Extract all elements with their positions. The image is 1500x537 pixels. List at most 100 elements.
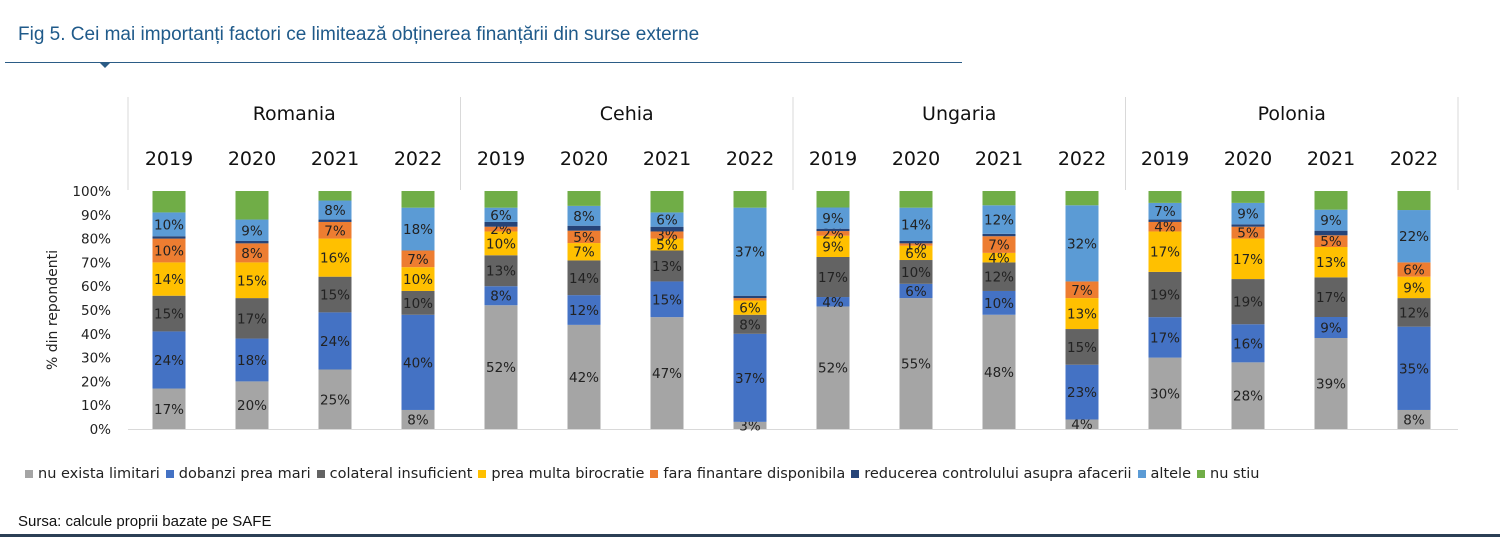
y-tick-label: 80%	[81, 232, 111, 248]
data-label: 15%	[652, 292, 682, 308]
bar-segment	[899, 191, 933, 208]
legend-label: nu exista limitari	[38, 466, 160, 482]
bar-segment	[235, 240, 269, 244]
legend-swatch	[851, 470, 860, 478]
data-label: 17%	[1233, 252, 1263, 268]
legend-label: colateral insuficient	[329, 466, 473, 482]
bar-segment	[484, 207, 518, 222]
bar-segment	[982, 290, 1016, 315]
year-label: 2020	[892, 148, 940, 170]
data-label: 28%	[1233, 389, 1263, 405]
legend-item: prea multa birocratie	[478, 466, 644, 482]
data-label: 8%	[1403, 412, 1425, 428]
bar-segment	[733, 295, 767, 299]
data-label: 10%	[403, 296, 433, 312]
bar-segment	[733, 421, 767, 429]
bar-segment	[567, 191, 601, 206]
data-label: 17%	[1150, 245, 1180, 261]
y-tick-label: 20%	[81, 374, 111, 390]
legend-label: fara finantare disponibila	[663, 466, 846, 482]
bar-segment	[235, 219, 269, 241]
bar-segment	[1148, 231, 1182, 272]
legend-label: prea multa birocratie	[491, 466, 645, 482]
bar-segment	[733, 300, 767, 315]
bar-segment	[1397, 409, 1431, 429]
bar-segment	[1065, 329, 1099, 365]
data-label: 9%	[1320, 213, 1342, 229]
bar-segment	[733, 314, 767, 334]
legend-label: dobanzi prea mari	[178, 466, 311, 482]
bar-segment	[1148, 221, 1182, 232]
legend-item: altele	[1137, 466, 1191, 482]
data-label: 14%	[154, 272, 184, 288]
bar-segment	[650, 238, 684, 251]
data-label: 4%	[1071, 417, 1093, 433]
bar-segment	[650, 191, 684, 213]
bar-segment	[1231, 191, 1265, 203]
data-label: 16%	[1233, 336, 1263, 352]
bar-segment	[1397, 326, 1431, 410]
bar-segment	[1231, 279, 1265, 325]
bar-segment	[1231, 226, 1265, 239]
data-label: 9%	[1403, 280, 1425, 296]
data-label: 17%	[818, 270, 848, 286]
legend-swatch	[1197, 470, 1206, 478]
legend-item: nu exista limitari	[25, 466, 160, 482]
year-label: 2021	[311, 148, 359, 170]
bar-segment	[733, 333, 767, 422]
data-label: 23%	[1067, 385, 1097, 401]
bar-segment	[816, 297, 850, 307]
bar-segment	[401, 290, 435, 315]
data-label: 7%	[573, 245, 595, 261]
data-label: 6%	[905, 246, 927, 262]
data-label: 6%	[1403, 263, 1425, 279]
bar-segment	[1065, 191, 1099, 206]
bar-segment	[1148, 317, 1182, 358]
group-label: Romania	[253, 103, 336, 125]
bar-segment	[235, 243, 269, 263]
bar-segment	[816, 235, 850, 257]
bar-segment	[318, 276, 352, 313]
bar-segment	[1314, 209, 1348, 231]
bar-segment	[401, 250, 435, 268]
bar-segment	[235, 381, 269, 429]
data-label: 17%	[1316, 290, 1346, 306]
group-label: Ungaria	[922, 103, 996, 125]
bar-segment	[1397, 262, 1431, 277]
bar-segment	[899, 298, 933, 429]
data-label: 8%	[324, 203, 346, 219]
data-label: 30%	[1150, 386, 1180, 402]
data-label: 9%	[1320, 321, 1342, 337]
legend-swatch	[165, 470, 174, 478]
data-label: 3%	[656, 228, 678, 244]
data-label: 24%	[320, 334, 350, 350]
bar-segment	[567, 225, 601, 231]
bar-segment	[1231, 202, 1265, 225]
data-label: 9%	[822, 211, 844, 227]
bar-segment	[982, 252, 1016, 263]
bar-segment	[1314, 235, 1348, 247]
data-label: 10%	[154, 217, 184, 233]
bar-segment	[899, 243, 933, 246]
bar-segment	[318, 191, 352, 201]
bar-segment	[1397, 210, 1431, 263]
bar-segment	[1148, 271, 1182, 318]
source-note: Sursa: calcule proprii bazate pe SAFE	[18, 513, 272, 530]
bar-segment	[318, 369, 352, 429]
bar-segment	[816, 191, 850, 208]
bar-segment	[1314, 230, 1348, 236]
data-label: 7%	[324, 223, 346, 239]
data-label: 13%	[1316, 255, 1346, 271]
data-label: 40%	[403, 355, 433, 371]
data-label: 5%	[573, 230, 595, 246]
bar-segment	[401, 314, 435, 410]
data-label: 32%	[1067, 236, 1097, 252]
bar-segment	[318, 219, 352, 222]
bar-segment	[650, 281, 684, 318]
bar-segment	[982, 233, 1016, 237]
data-label: 15%	[1067, 340, 1097, 356]
bar-segment	[899, 245, 933, 261]
data-label: 5%	[1237, 226, 1259, 242]
chart-legend: nu exista limitari dobanzi prea mari colat…	[25, 466, 1495, 482]
bar-segment	[650, 250, 684, 282]
